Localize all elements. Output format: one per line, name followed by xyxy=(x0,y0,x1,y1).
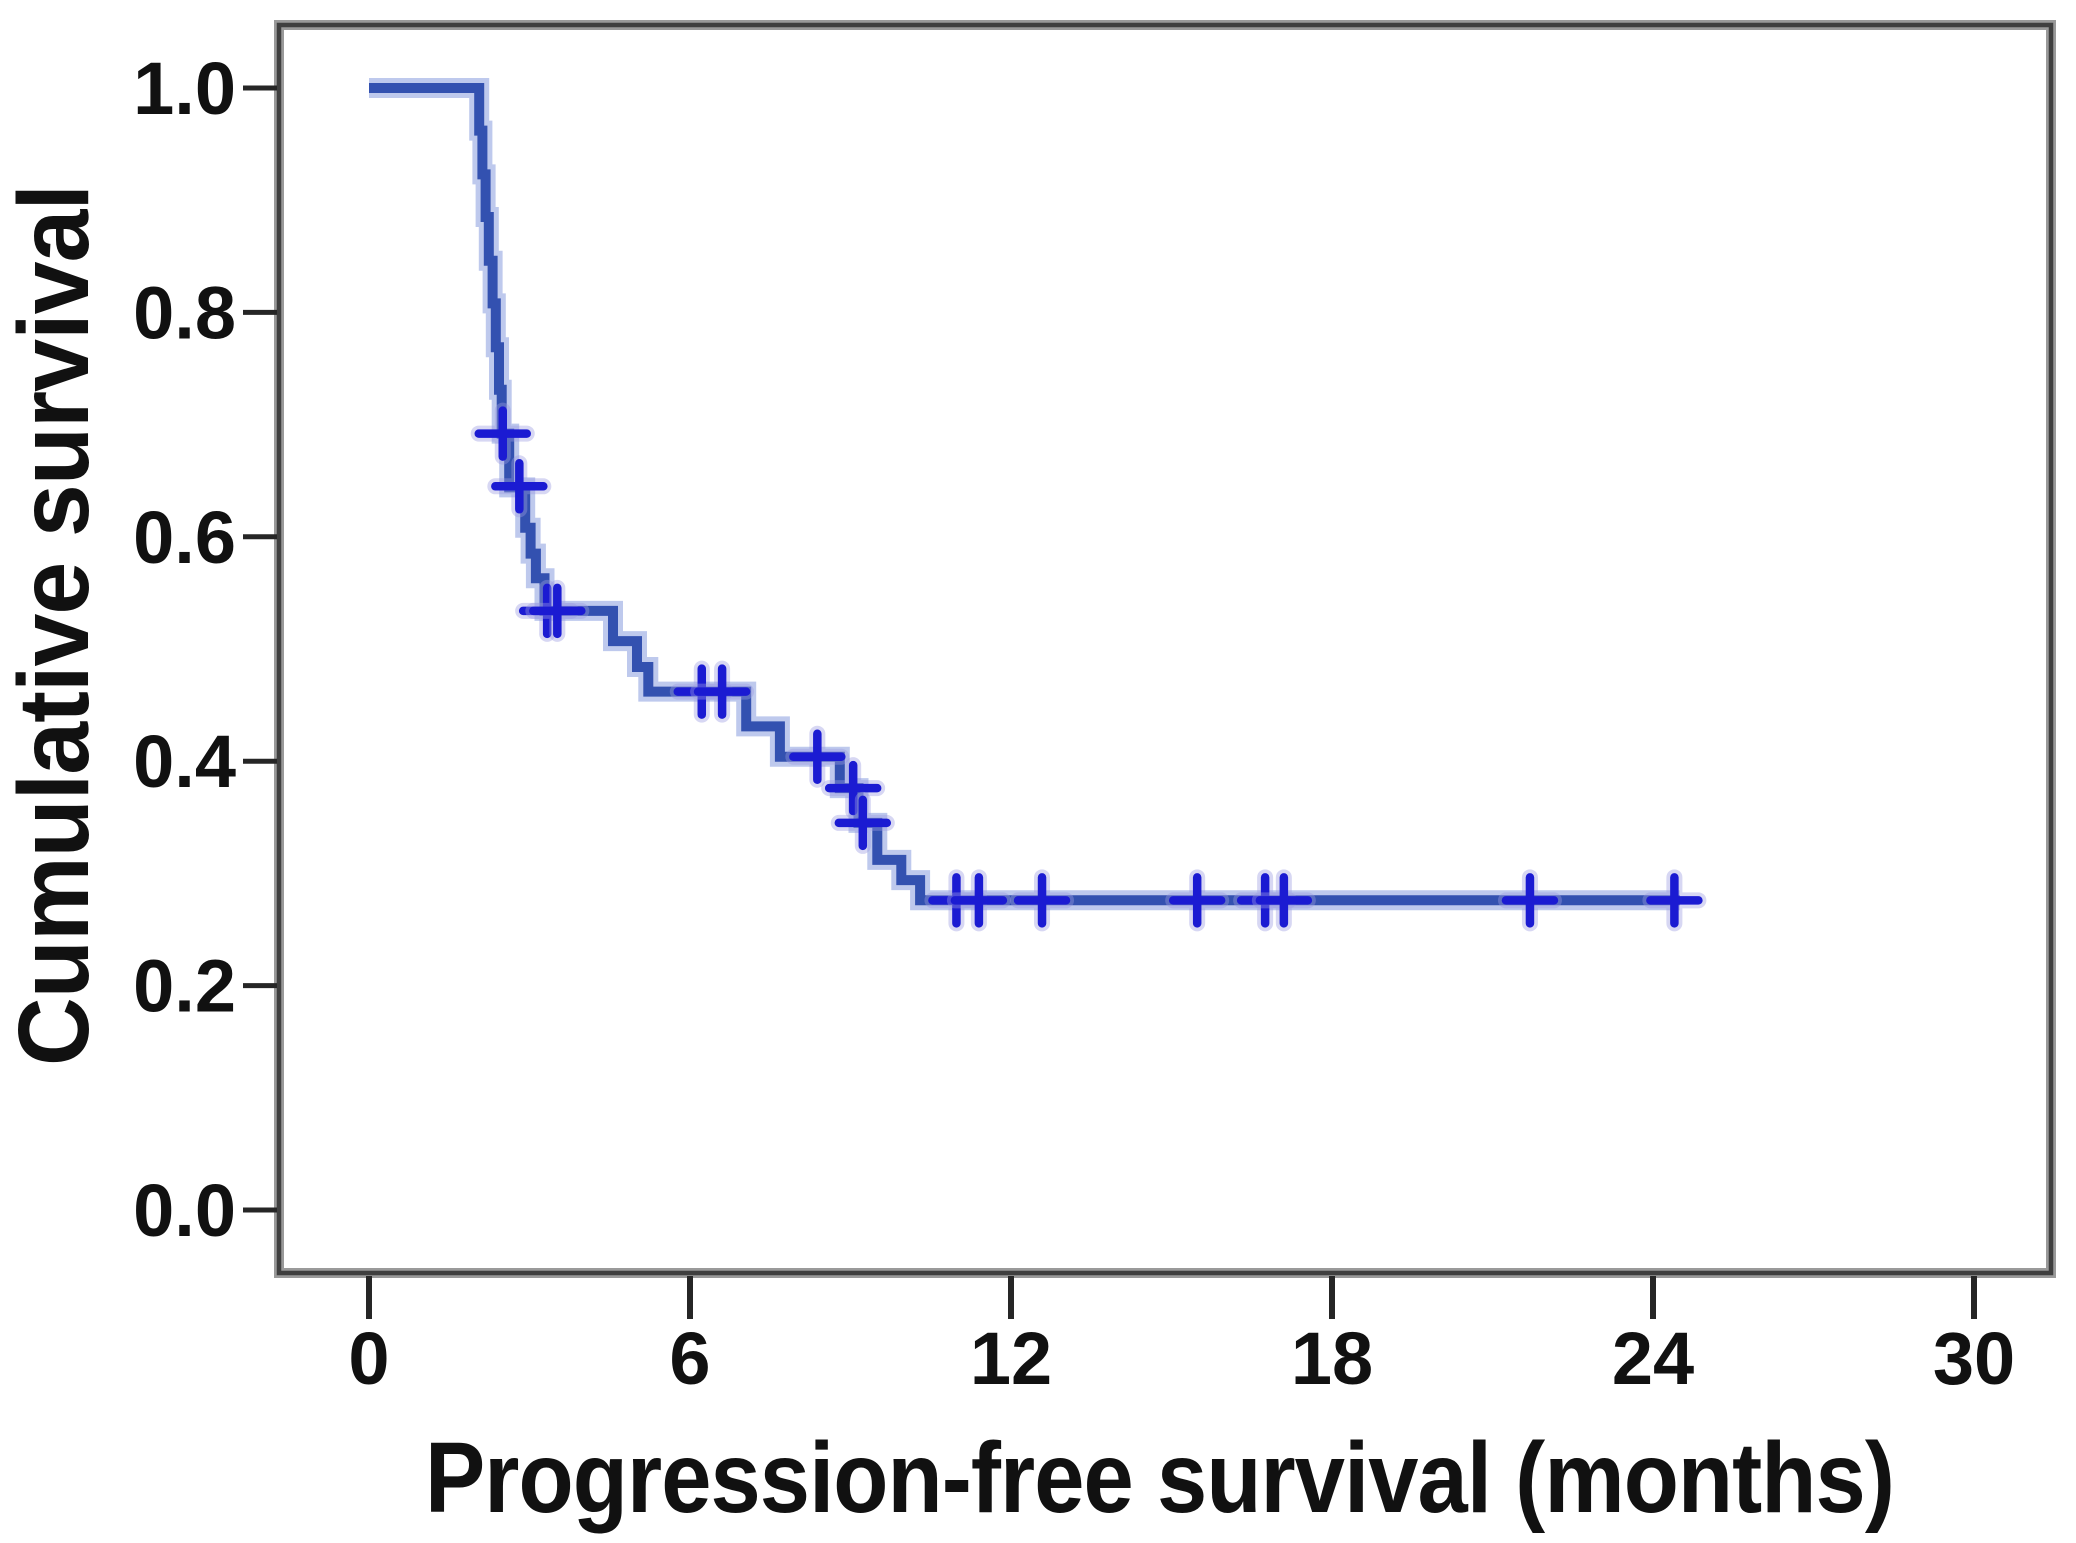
survival-curve-halo xyxy=(369,78,1680,911)
x-axis-title: Progression-free survival (months) xyxy=(425,1422,1894,1534)
x-tick-label-6: 6 xyxy=(669,1317,710,1400)
censor-mark xyxy=(1501,873,1559,928)
x-axis-ticks: 0 6 12 18 24 30 xyxy=(348,1276,2015,1400)
x-tick-label-24: 24 xyxy=(1612,1317,1694,1400)
y-axis-title: Cumulative survival xyxy=(0,185,110,1066)
plot-frame xyxy=(276,22,2054,1276)
y-tick-label-0.6: 0.6 xyxy=(133,496,236,579)
censor-mark xyxy=(1646,873,1703,928)
censor-mark xyxy=(693,664,751,719)
censor-mark xyxy=(789,729,846,784)
censor-mark xyxy=(1255,873,1313,928)
y-tick-label-0.2: 0.2 xyxy=(133,945,236,1028)
censor-mark xyxy=(824,760,882,816)
censor-mark xyxy=(474,406,531,461)
y-axis-ticks: 1.0 0.8 0.6 0.4 0.2 0.0 xyxy=(133,47,277,1252)
x-tick-label-12: 12 xyxy=(970,1317,1052,1400)
censor-mark xyxy=(491,459,548,514)
censor-mark xyxy=(950,873,1008,928)
censor-mark xyxy=(834,795,892,851)
censor-mark xyxy=(1168,873,1226,928)
y-tick-label-0.0: 0.0 xyxy=(133,1169,236,1252)
x-tick-label-30: 30 xyxy=(1933,1317,2015,1400)
censor-mark xyxy=(529,583,586,639)
survival-curve-layer xyxy=(369,78,1707,932)
survival-curve xyxy=(369,83,1680,906)
y-tick-label-1.0: 1.0 xyxy=(133,47,236,130)
plot-frame-halo xyxy=(274,20,2056,1278)
y-tick-label-0.8: 0.8 xyxy=(133,271,236,354)
x-tick-label-0: 0 xyxy=(348,1317,389,1400)
censor-mark xyxy=(1013,873,1071,928)
x-tick-label-18: 18 xyxy=(1291,1317,1373,1400)
y-tick-label-0.4: 0.4 xyxy=(133,720,236,803)
